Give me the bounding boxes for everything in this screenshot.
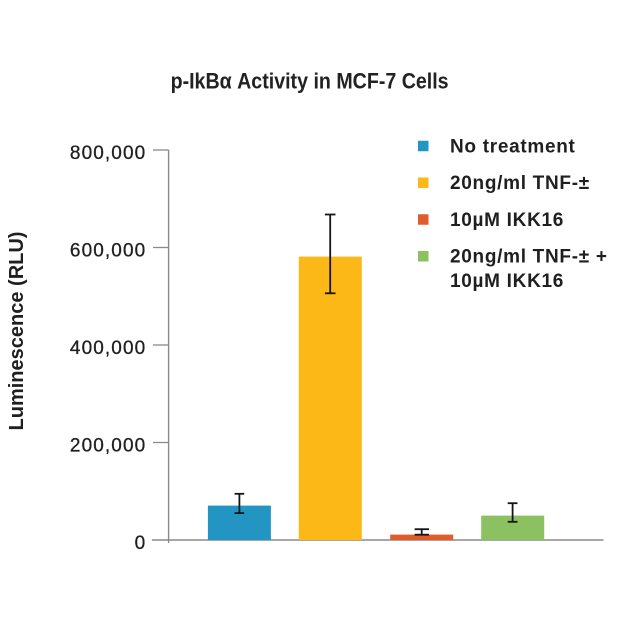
svg-text:0: 0 [135, 533, 147, 554]
svg-text:20ng/ml TNF-±: 20ng/ml TNF-± [450, 173, 590, 194]
svg-text:600,000: 600,000 [70, 241, 146, 262]
svg-text:800,000: 800,000 [70, 143, 146, 164]
svg-text:p-IkBα Activity in MCF-7 Cells: p-IkBα Activity in MCF-7 Cells [171, 69, 449, 94]
svg-text:20ng/ml TNF-± +: 20ng/ml TNF-± + [450, 247, 608, 268]
svg-text:No treatment: No treatment [450, 136, 576, 157]
svg-text:400,000: 400,000 [70, 338, 146, 359]
svg-text:10µM IKK16: 10µM IKK16 [450, 210, 564, 231]
svg-text:10µM IKK16: 10µM IKK16 [450, 271, 564, 292]
svg-text:Luminescence (RLU): Luminescence (RLU) [6, 232, 28, 431]
svg-text:200,000: 200,000 [70, 436, 146, 457]
